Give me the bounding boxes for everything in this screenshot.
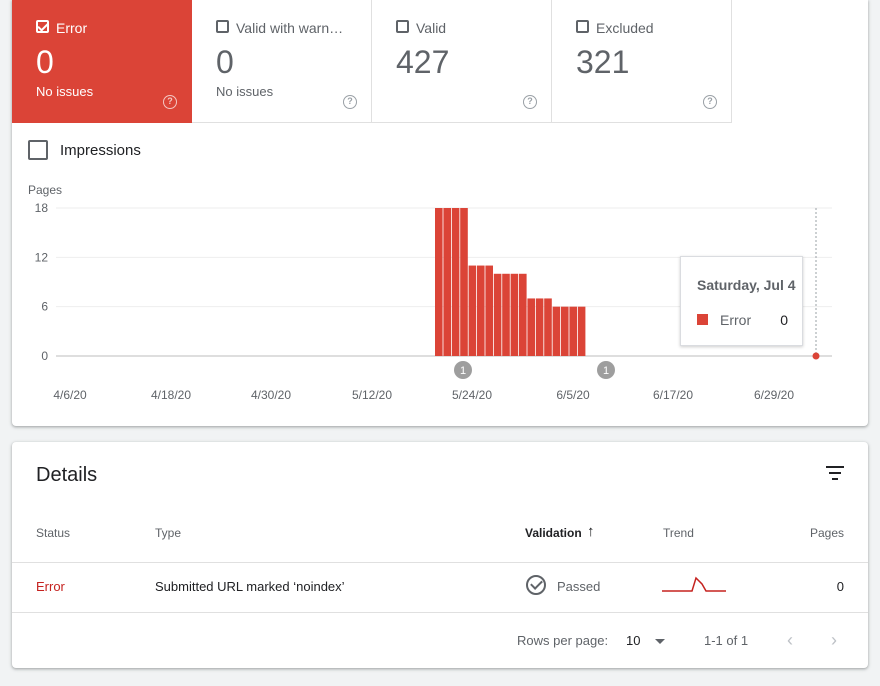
- x-tick-label: 6/5/20: [556, 388, 590, 402]
- sort-arrow-up-icon[interactable]: ↑: [587, 523, 595, 540]
- rows-per-page-label: Rows per page:: [517, 633, 609, 648]
- row-type[interactable]: Submitted URL marked ‘noindex’: [155, 579, 345, 594]
- chart-bar: [502, 273, 510, 356]
- chart-bar: [527, 298, 535, 356]
- col-type[interactable]: Type: [155, 526, 182, 540]
- tile-sub: No issues: [216, 84, 274, 99]
- next-page-button[interactable]: ›: [831, 630, 837, 650]
- dropdown-caret-icon[interactable]: [655, 639, 665, 644]
- annotation-marker: [597, 361, 615, 379]
- annotation-label: 1: [603, 365, 609, 377]
- tile-value: 427: [396, 44, 450, 80]
- x-tick-label: 4/6/20: [53, 388, 87, 402]
- divider: [12, 562, 868, 563]
- tooltip-swatch: [697, 314, 708, 325]
- tooltip-value: 0: [780, 312, 788, 328]
- pagination-range: 1-1 of 1: [704, 633, 749, 648]
- filter-line: [826, 466, 844, 468]
- annotation-marker: [454, 361, 472, 379]
- trend-sparkline: [662, 576, 726, 592]
- x-tick-label: 4/18/20: [151, 388, 191, 402]
- filter-line: [832, 478, 838, 480]
- help-icon[interactable]: ?: [703, 95, 717, 109]
- details-title: Details: [36, 464, 98, 486]
- divider: [12, 612, 868, 613]
- help-icon[interactable]: ?: [343, 95, 357, 109]
- rows-per-page-select[interactable]: 10: [626, 633, 641, 648]
- impressions-label: Impressions: [60, 141, 141, 159]
- tooltip-series-name: Error: [720, 312, 752, 328]
- row-validation: Passed: [557, 579, 601, 594]
- y-tick-label: 0: [41, 349, 48, 363]
- status-tiles: Error 0 No issues ? Valid with warnin… 0…: [12, 0, 732, 123]
- chart-bar: [535, 298, 544, 356]
- annotation-label: 1: [460, 365, 466, 377]
- chart-bar: [544, 298, 552, 356]
- y-tick-label: 12: [35, 250, 49, 264]
- checkbox-checked-icon: [36, 20, 49, 33]
- y-axis-label: Pages: [28, 183, 62, 197]
- checkbox-icon: [216, 20, 229, 33]
- y-tick-label: 18: [35, 201, 49, 215]
- tile-value: 0: [216, 44, 234, 80]
- tooltip-date: Saturday, Jul 4: [697, 277, 796, 293]
- row-pages[interactable]: 0: [836, 579, 844, 594]
- tile-label: Excluded: [596, 20, 654, 36]
- tile-value: 321: [576, 44, 630, 80]
- x-tick-label: 5/12/20: [352, 388, 392, 402]
- filter-line: [829, 472, 841, 474]
- chart-bar: [460, 208, 468, 356]
- details-card: Details Status Type Validation ↑ Trend P…: [12, 442, 868, 668]
- chart-bar: [569, 306, 577, 356]
- chart-bar: [552, 306, 561, 356]
- impressions-toggle[interactable]: Impressions: [28, 140, 141, 160]
- tile-sub: No issues: [36, 84, 94, 99]
- help-icon[interactable]: ?: [163, 95, 177, 109]
- tile-excluded[interactable]: Excluded 321 ?: [552, 0, 732, 123]
- row-status[interactable]: Error: [36, 579, 65, 594]
- help-icon[interactable]: ?: [523, 95, 537, 109]
- chart-tooltip: Saturday, Jul 4 Error 0: [680, 256, 803, 346]
- chart-bar: [468, 265, 477, 356]
- chart-bar: [561, 306, 569, 356]
- chart-bar: [443, 208, 451, 356]
- hover-point: [812, 352, 820, 360]
- chart-bar: [577, 306, 586, 356]
- col-trend: Trend: [663, 526, 694, 540]
- x-tick-label: 6/17/20: [653, 388, 693, 402]
- chart-bar: [510, 273, 519, 356]
- chart-bar: [519, 273, 527, 356]
- tile-label: Valid with warnin…: [236, 20, 346, 36]
- chart-bar: [477, 265, 485, 356]
- tile-error[interactable]: Error 0 No issues ?: [12, 0, 192, 123]
- tile-valid-with-warnings[interactable]: Valid with warnin… 0 No issues ?: [192, 0, 372, 123]
- col-status[interactable]: Status: [36, 526, 71, 540]
- tile-value: 0: [36, 44, 54, 80]
- filter-icon[interactable]: [824, 464, 846, 482]
- tile-valid[interactable]: Valid 427 ?: [372, 0, 552, 123]
- tile-label: Error: [56, 20, 88, 36]
- prev-page-button[interactable]: ‹: [787, 630, 793, 650]
- col-validation[interactable]: Validation: [525, 526, 582, 540]
- chart-bar: [493, 273, 502, 356]
- tile-label: Valid: [416, 20, 447, 36]
- chart-bar: [451, 208, 460, 356]
- chart-bar: [435, 208, 443, 356]
- checkbox-icon: [576, 20, 589, 33]
- checkbox-icon: [396, 20, 409, 33]
- checkbox-icon[interactable]: [28, 140, 48, 160]
- check-circle-icon: [526, 575, 546, 595]
- x-tick-label: 4/30/20: [251, 388, 291, 402]
- col-pages[interactable]: Pages: [809, 526, 844, 540]
- coverage-card: Error 0 No issues ? Valid with warnin… 0…: [12, 0, 868, 426]
- y-tick-label: 6: [41, 300, 48, 314]
- x-tick-label: 5/24/20: [452, 388, 492, 402]
- chart-bar: [485, 265, 493, 356]
- x-tick-label: 6/29/20: [754, 388, 794, 402]
